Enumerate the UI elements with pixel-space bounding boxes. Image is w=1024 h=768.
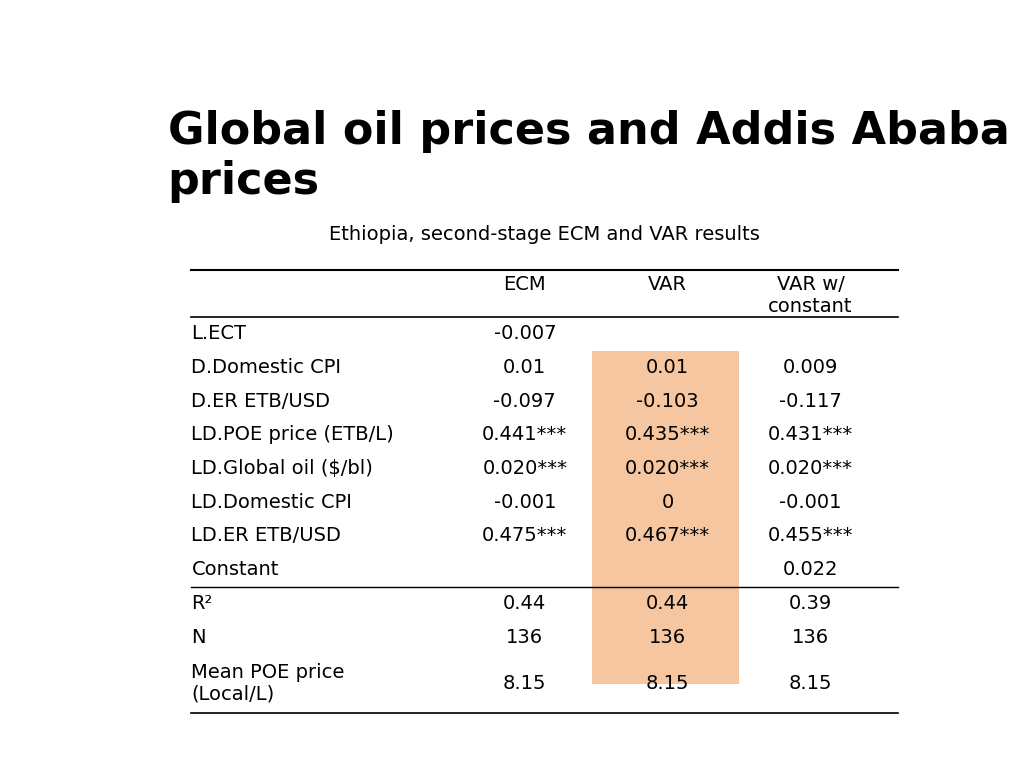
Text: 8.15: 8.15 bbox=[646, 674, 689, 693]
Text: 0.431***: 0.431*** bbox=[768, 425, 853, 445]
Text: 0.475***: 0.475*** bbox=[482, 527, 567, 545]
Text: 0.455***: 0.455*** bbox=[768, 527, 853, 545]
Text: 0.01: 0.01 bbox=[503, 358, 547, 377]
Text: -0.097: -0.097 bbox=[494, 392, 556, 411]
Text: -0.001: -0.001 bbox=[779, 493, 842, 511]
Text: LD.Domestic CPI: LD.Domestic CPI bbox=[191, 493, 352, 511]
Text: 136: 136 bbox=[649, 627, 686, 647]
Text: 0.020***: 0.020*** bbox=[625, 459, 711, 478]
Text: 136: 136 bbox=[506, 627, 544, 647]
Text: -0.103: -0.103 bbox=[636, 392, 699, 411]
Text: LD.POE price (ETB/L): LD.POE price (ETB/L) bbox=[191, 425, 394, 445]
Text: 136: 136 bbox=[792, 627, 829, 647]
Text: VAR: VAR bbox=[648, 276, 687, 294]
Text: 0.441***: 0.441*** bbox=[482, 425, 567, 445]
Text: Mean POE price
(Local/L): Mean POE price (Local/L) bbox=[191, 663, 345, 704]
Text: 0.020***: 0.020*** bbox=[768, 459, 853, 478]
Text: R²: R² bbox=[191, 594, 213, 613]
Text: Ethiopia, second-stage ECM and VAR results: Ethiopia, second-stage ECM and VAR resul… bbox=[329, 225, 760, 244]
Text: 0.44: 0.44 bbox=[646, 594, 689, 613]
Text: 0: 0 bbox=[662, 493, 674, 511]
Text: -0.117: -0.117 bbox=[779, 392, 842, 411]
Text: D.Domestic CPI: D.Domestic CPI bbox=[191, 358, 341, 377]
Text: 0.009: 0.009 bbox=[782, 358, 839, 377]
Text: N: N bbox=[191, 627, 206, 647]
Text: 0.435***: 0.435*** bbox=[625, 425, 711, 445]
Text: 0.44: 0.44 bbox=[503, 594, 547, 613]
Text: Global oil prices and Addis Ababa fuel
prices: Global oil prices and Addis Ababa fuel p… bbox=[168, 110, 1024, 203]
Text: Constant: Constant bbox=[191, 560, 279, 579]
Text: 0.467***: 0.467*** bbox=[625, 527, 711, 545]
Text: 8.15: 8.15 bbox=[503, 674, 547, 693]
Text: LD.ER ETB/USD: LD.ER ETB/USD bbox=[191, 527, 341, 545]
Text: ECM: ECM bbox=[504, 276, 546, 294]
Text: D.ER ETB/USD: D.ER ETB/USD bbox=[191, 392, 331, 411]
Text: 8.15: 8.15 bbox=[788, 674, 833, 693]
Text: -0.007: -0.007 bbox=[494, 324, 556, 343]
Text: VAR w/
constant: VAR w/ constant bbox=[768, 276, 853, 316]
Text: 0.022: 0.022 bbox=[782, 560, 839, 579]
Text: 0.39: 0.39 bbox=[788, 594, 833, 613]
Text: L.ECT: L.ECT bbox=[191, 324, 247, 343]
Text: -0.001: -0.001 bbox=[494, 493, 556, 511]
Text: LD.Global oil ($/bl): LD.Global oil ($/bl) bbox=[191, 459, 374, 478]
Text: 0.01: 0.01 bbox=[646, 358, 689, 377]
Text: 0.020***: 0.020*** bbox=[482, 459, 567, 478]
